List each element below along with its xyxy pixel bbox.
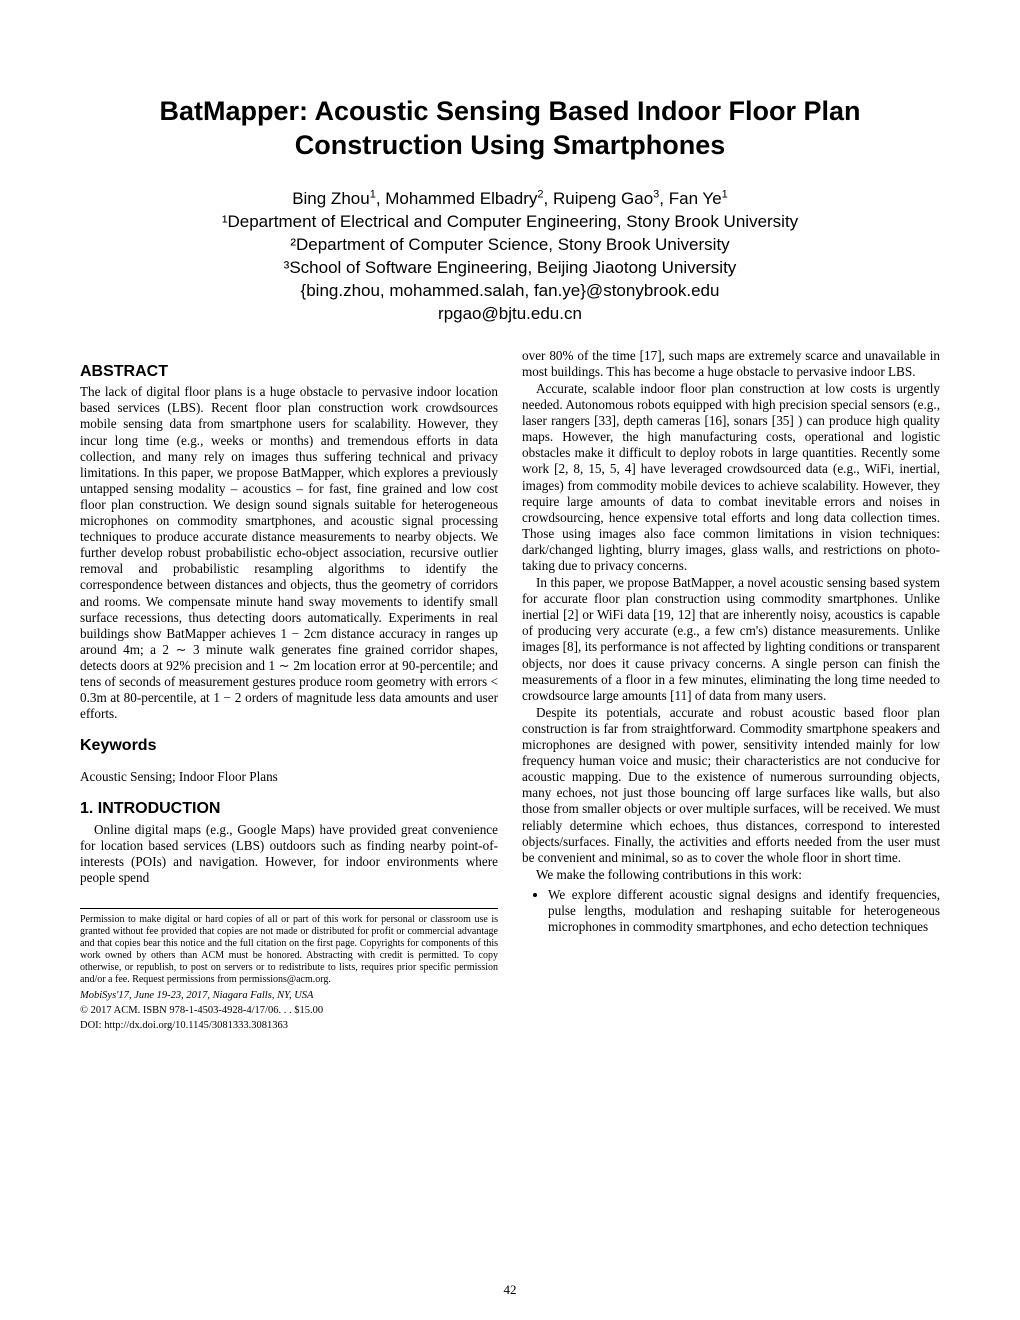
copyright-text: © 2017 ACM. ISBN 978-1-4503-4928-4/17/06… [80, 1005, 498, 1018]
affil-1: ¹Department of Electrical and Computer E… [222, 212, 798, 231]
abstract-heading: ABSTRACT [80, 362, 498, 382]
keywords-heading: Keywords [80, 736, 498, 756]
right-p1: over 80% of the time [17], such maps are… [522, 348, 940, 380]
right-p4: Despite its potentials, accurate and rob… [522, 705, 940, 866]
doi-text: DOI: http://dx.doi.org/10.1145/3081333.3… [80, 1020, 498, 1033]
emails-2: rpgao@bjtu.edu.cn [438, 304, 582, 323]
bullet-1: We explore different acoustic signal des… [548, 887, 940, 935]
authors-line: Bing Zhou1, Mohammed Elbadry2, Ruipeng G… [292, 189, 728, 208]
affil-2: ²Department of Computer Science, Stony B… [290, 235, 729, 254]
intro-heading: 1. INTRODUCTION [80, 799, 498, 819]
authors-block: Bing Zhou1, Mohammed Elbadry2, Ruipeng G… [80, 188, 940, 326]
page-number: 42 [0, 1282, 1020, 1298]
emails-1: {bing.zhou, mohammed.salah, fan.ye}@ston… [301, 281, 720, 300]
intro-p1: Online digital maps (e.g., Google Maps) … [80, 822, 498, 886]
permission-text: Permission to make digital or hard copie… [80, 908, 498, 986]
affil-3: ³School of Software Engineering, Beijing… [284, 258, 737, 277]
keywords-text: Acoustic Sensing; Indoor Floor Plans [80, 769, 498, 785]
right-p5: We make the following contributions in t… [522, 867, 940, 883]
paper-title: BatMapper: Acoustic Sensing Based Indoor… [80, 95, 940, 163]
body-columns: ABSTRACT The lack of digital floor plans… [80, 348, 940, 1033]
venue-text: MobiSys'17, June 19-23, 2017, Niagara Fa… [80, 990, 498, 1003]
abstract-text: The lack of digital floor plans is a hug… [80, 384, 498, 722]
right-p2: Accurate, scalable indoor floor plan con… [522, 381, 940, 574]
right-p3: In this paper, we propose BatMapper, a n… [522, 575, 940, 704]
contrib-list: We explore different acoustic signal des… [522, 887, 940, 935]
